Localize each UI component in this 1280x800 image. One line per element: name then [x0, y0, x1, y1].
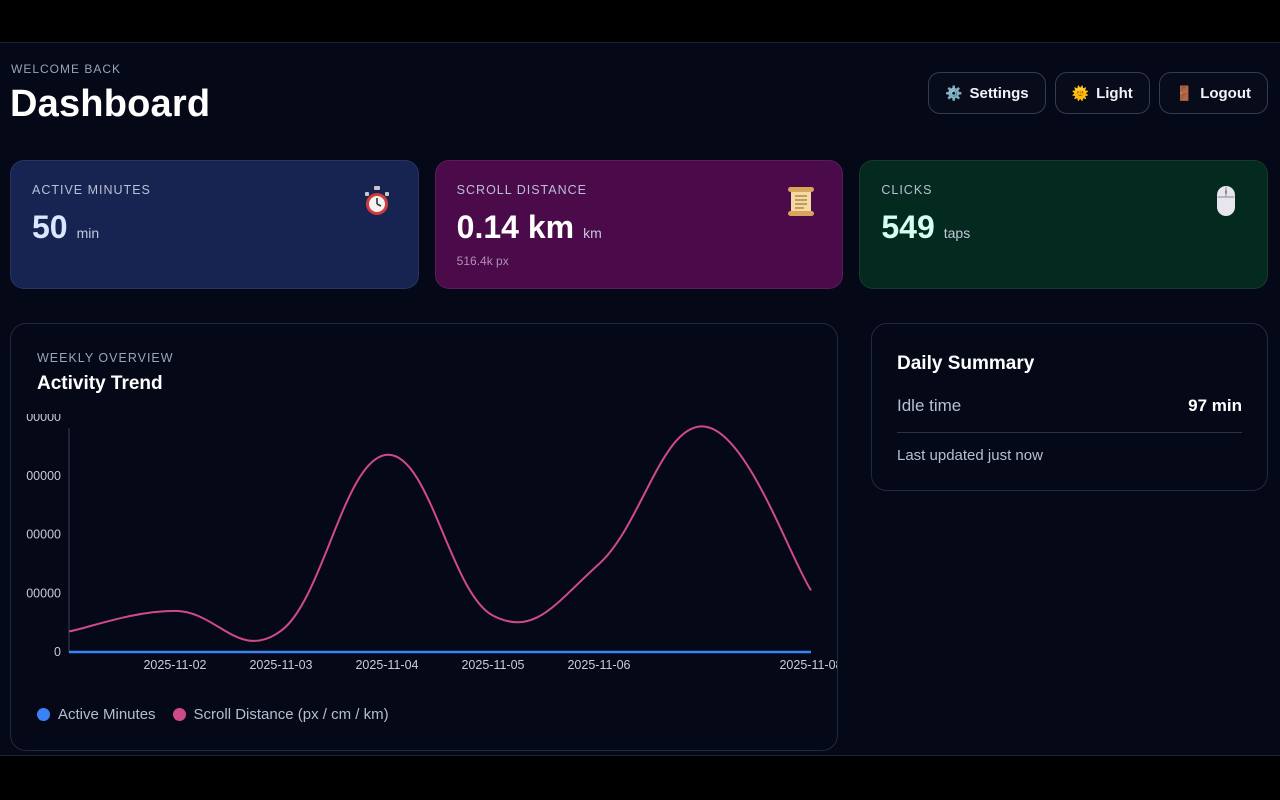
stat-label: SCROLL DISTANCE: [456, 183, 587, 197]
chart-title: Activity Trend: [37, 373, 163, 394]
x-tick-label: 2025-11-04: [355, 658, 418, 672]
stat-value: 0.14 km: [456, 209, 575, 245]
dashboard-app: WELCOME BACK Dashboard ⚙️ Settings 🌞 Lig…: [0, 42, 1280, 756]
logout-label: Logout: [1200, 84, 1251, 102]
y-tick-label: 00000: [26, 414, 61, 424]
y-tick-label: 00000: [26, 586, 61, 600]
stopwatch-icon: [364, 186, 389, 215]
summary-title: Daily Summary: [897, 353, 1035, 374]
chart-legend: Active Minutes Scroll Distance (px / cm …: [37, 706, 389, 723]
legend-label: Active Minutes: [58, 706, 156, 723]
scroll-icon: [788, 187, 815, 216]
x-tick-label: 2025-11-05: [461, 658, 524, 672]
legend-item-scroll-distance[interactable]: Scroll Distance (px / cm / km): [172, 706, 389, 723]
stat-card-clicks: CLICKS 549 taps: [859, 160, 1269, 289]
mouse-icon: [1217, 186, 1236, 216]
welcome-eyebrow: WELCOME BACK: [11, 62, 122, 76]
stat-unit: km: [583, 225, 602, 241]
settings-button[interactable]: ⚙️ Settings: [928, 72, 1046, 114]
settings-label: Settings: [969, 84, 1029, 102]
stat-label: CLICKS: [881, 183, 933, 197]
page-title: Dashboard: [10, 83, 211, 125]
legend-swatch-pink: [172, 708, 186, 721]
x-tick-label: 2025-11-03: [249, 658, 312, 672]
legend-label: Scroll Distance (px / cm / km): [193, 706, 389, 723]
stat-unit: min: [76, 225, 100, 241]
legend-swatch-blue: [37, 708, 50, 721]
stat-cards: ACTIVE MINUTES 50 min SCROLL DISTANCE 0.…: [10, 160, 1269, 289]
x-tick-label: 2025-11-08: [779, 658, 837, 672]
stat-value: 549: [881, 209, 935, 245]
gear-icon: ⚙️: [945, 85, 963, 101]
stat-card-scroll-distance: SCROLL DISTANCE 0.14 km km 516.4k px: [434, 160, 844, 289]
stat-label: ACTIVE MINUTES: [32, 183, 151, 197]
y-tick-label: 0: [54, 645, 61, 659]
series-line-scroll-distance: [68, 425, 812, 642]
legend-item-active-minutes[interactable]: Active Minutes: [37, 706, 156, 723]
x-tick-label: 2025-11-02: [143, 658, 206, 672]
stat-unit: taps: [943, 225, 971, 241]
activity-chart-panel: WEEKLY OVERVIEW Activity Trend 0 00000 000…: [10, 323, 838, 751]
summary-divider: [897, 432, 1242, 433]
y-tick-label: 00000: [26, 469, 61, 483]
theme-toggle-button[interactable]: 🌞 Light: [1054, 72, 1150, 114]
x-tick-label: 2025-11-06: [567, 658, 630, 672]
logout-button[interactable]: 🚪 Logout: [1158, 72, 1268, 114]
y-tick-label: 00000: [26, 528, 61, 542]
stat-card-active-minutes: ACTIVE MINUTES 50 min: [10, 160, 419, 289]
idle-time-row: Idle time 97 min: [897, 396, 1242, 416]
idle-time-label: Idle time: [897, 396, 962, 415]
stat-subvalue: 516.4k px: [456, 254, 509, 268]
theme-label: Light: [1096, 84, 1133, 102]
daily-summary-panel: Daily Summary Idle time 97 min Last upda…: [871, 323, 1268, 491]
sun-icon: 🌞: [1071, 85, 1090, 101]
summary-footer: Last updated just now: [897, 447, 1043, 464]
idle-time-value: 97 min: [1188, 396, 1242, 415]
door-icon: 🚪: [1175, 85, 1194, 101]
stat-value: 50: [32, 209, 68, 245]
chart-eyebrow: WEEKLY OVERVIEW: [37, 351, 174, 365]
header-actions: ⚙️ Settings 🌞 Light 🚪 Logout: [928, 72, 1268, 114]
